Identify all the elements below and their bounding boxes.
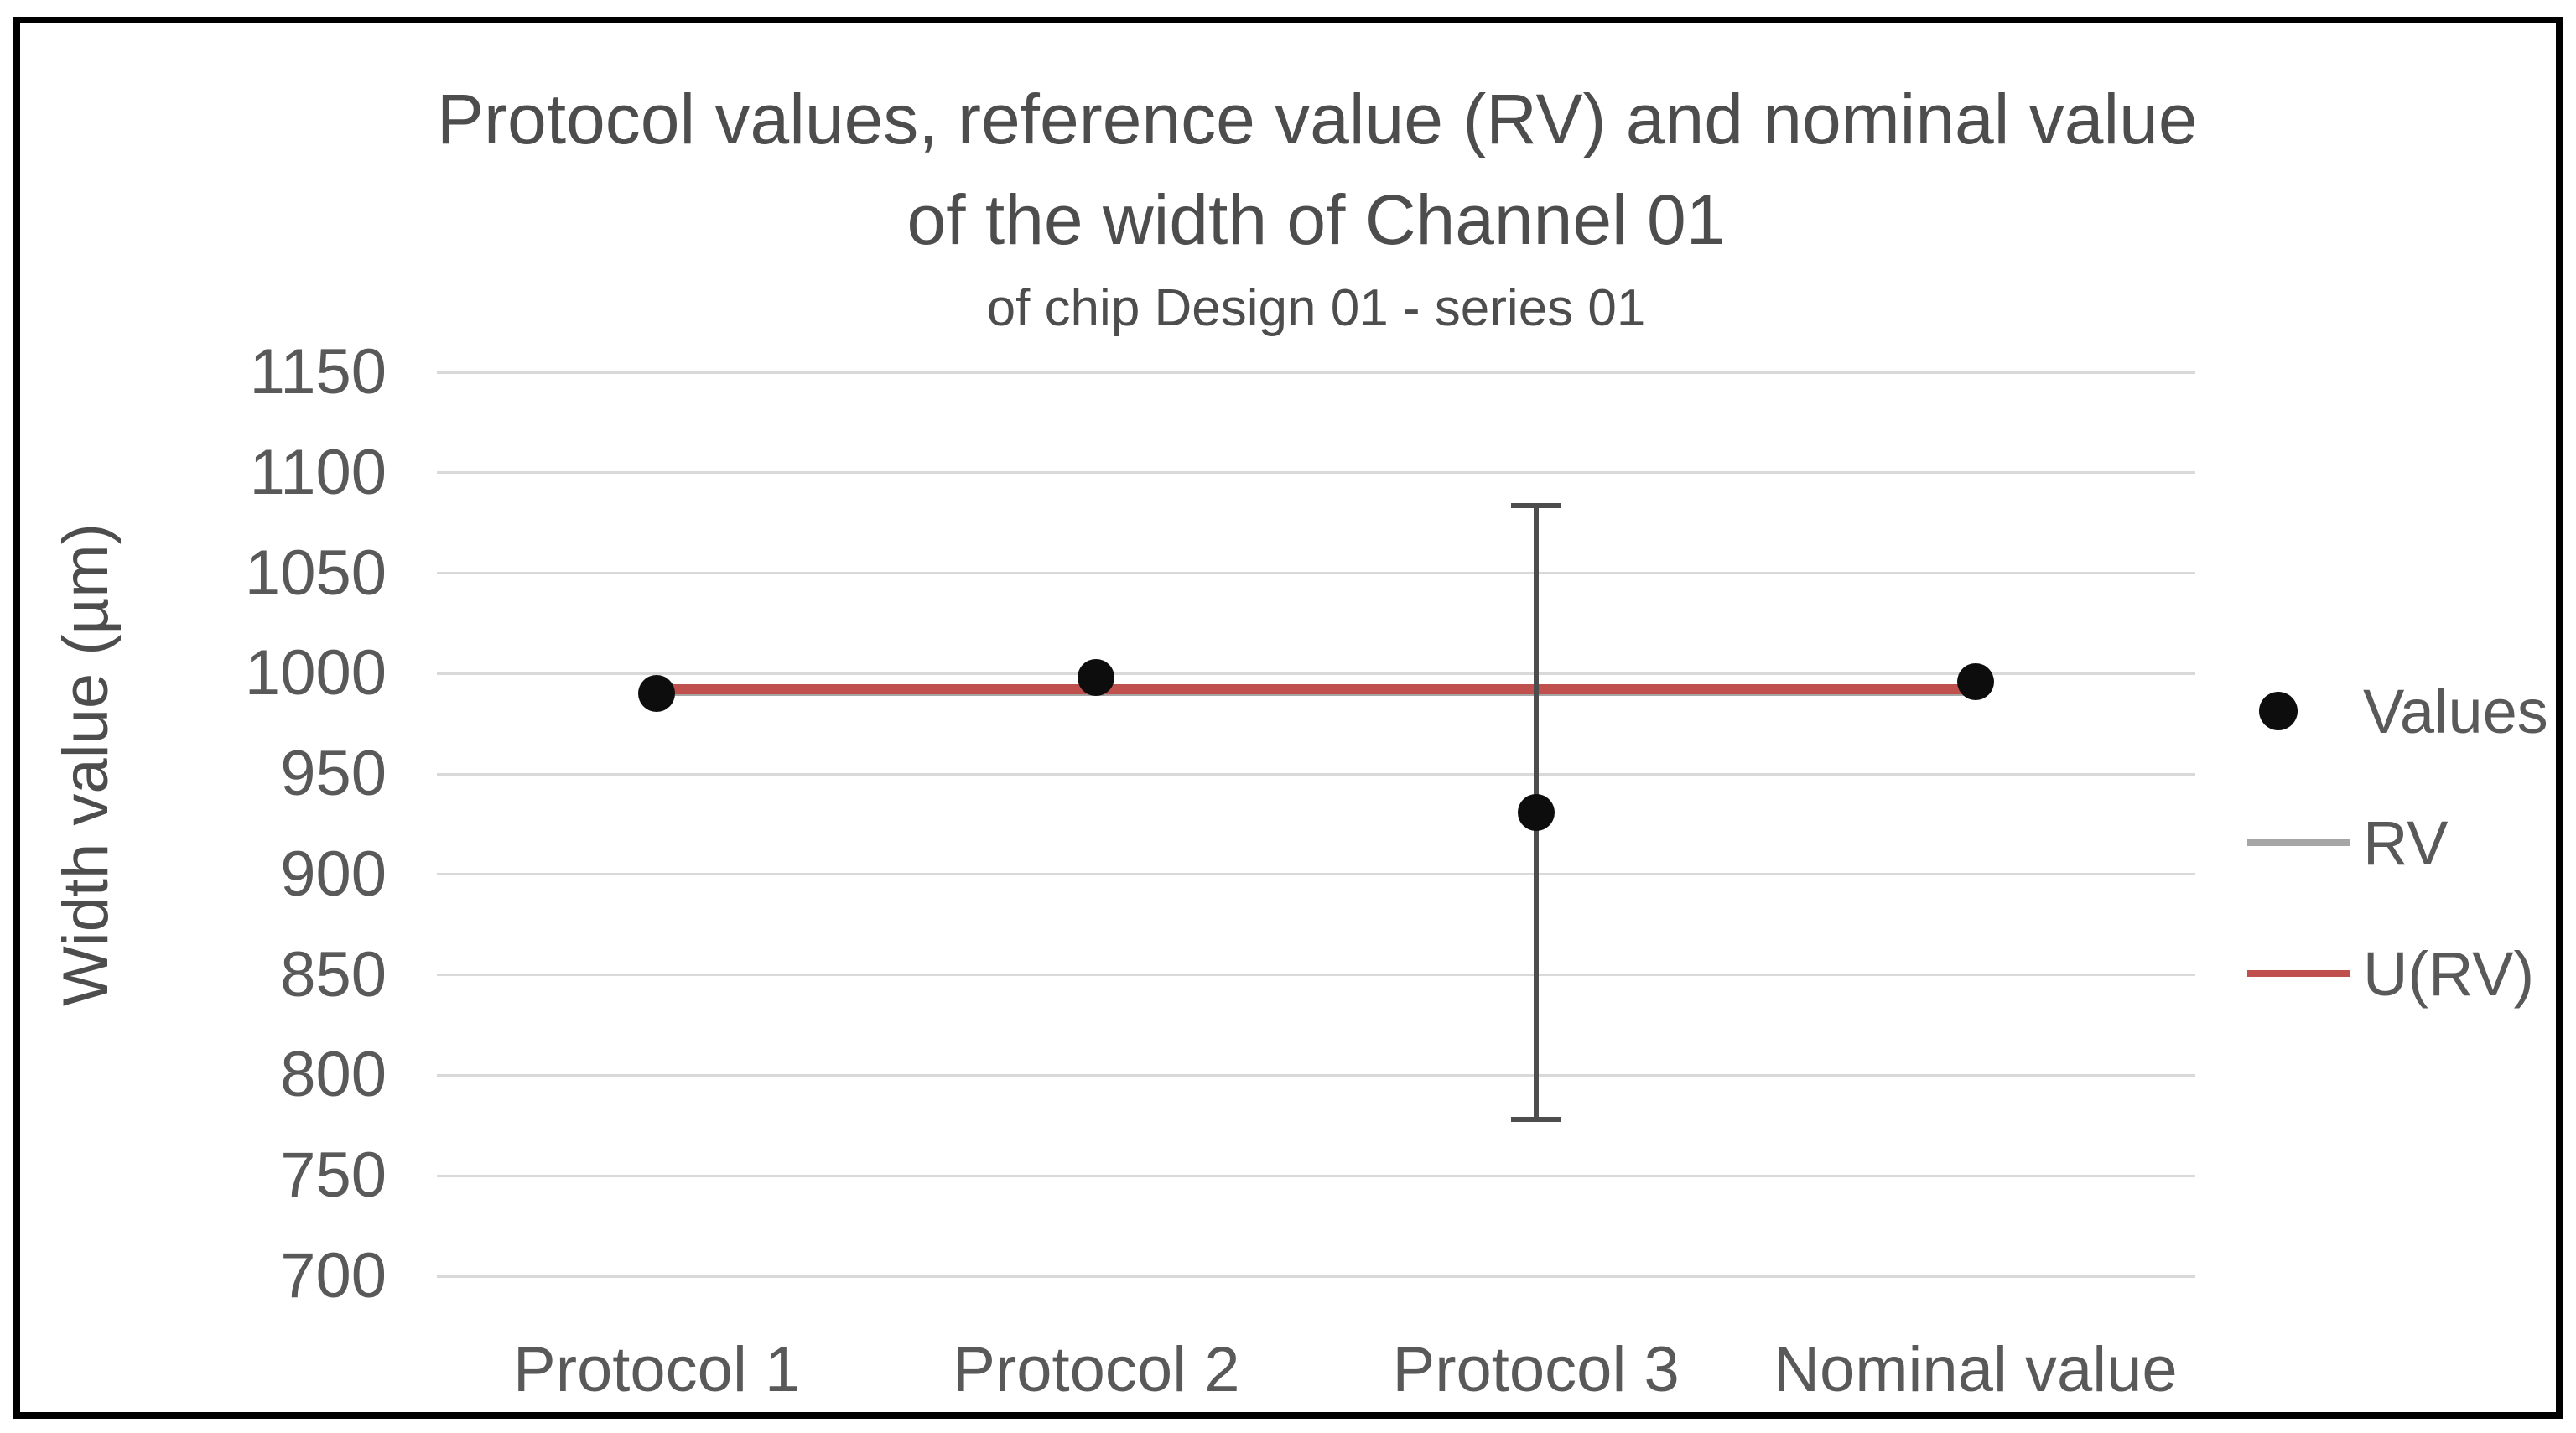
chart-title-line1: Protocol values, reference value (RV) an…: [437, 80, 2198, 158]
legend-marker-shape: [2247, 970, 2350, 977]
x-category-label: Protocol 1: [513, 1334, 801, 1405]
legend-dot-marker-icon: [2247, 676, 2355, 746]
u-rv-line: [657, 684, 1976, 695]
x-category-label: Nominal value: [1774, 1334, 2178, 1405]
y-tick-label: 900: [280, 838, 387, 910]
gridline: [437, 1073, 2195, 1077]
y-tick-label: 1100: [249, 436, 387, 508]
error-bar-cap-top: [1510, 502, 1561, 508]
legend-entry-values: Values: [2247, 676, 2548, 746]
gridline: [437, 772, 2195, 776]
chart-title-line2: of the width of Channel 01: [906, 180, 1726, 259]
chart-title-block: Protocol values, reference value (RV) an…: [437, 69, 2198, 347]
data-point-2: [1078, 659, 1115, 697]
y-tick-label: 850: [280, 938, 387, 1010]
gridline: [437, 471, 2195, 475]
x-category-label: Protocol 3: [1392, 1334, 1680, 1405]
error-bar-cap-bottom: [1510, 1116, 1561, 1122]
chart-subtitle: of chip Design 01 - series 01: [986, 279, 1646, 337]
legend-label: RV: [2363, 807, 2449, 878]
y-tick-label: 700: [280, 1240, 387, 1311]
gridline: [437, 371, 2195, 374]
y-tick-label: 1000: [244, 637, 387, 709]
legend-marker-shape: [2247, 839, 2350, 846]
y-tick-label: 950: [280, 738, 387, 810]
data-point-1: [638, 675, 676, 713]
legend-entry-rv: RV: [2247, 807, 2448, 878]
y-tick-label: 750: [280, 1140, 387, 1212]
gridline: [437, 1174, 2195, 1177]
y-tick-label: 1150: [249, 336, 387, 408]
data-point-4: [1956, 662, 1994, 700]
legend-line-marker-icon: [2247, 938, 2355, 1009]
x-category-label: Protocol 2: [953, 1334, 1240, 1405]
legend-line-marker-icon: [2247, 807, 2355, 878]
legend-marker-shape: [2259, 692, 2298, 730]
gridline: [437, 974, 2195, 977]
gridline: [437, 873, 2195, 876]
figure-border-frame: [13, 17, 2563, 1419]
y-axis-title: Width value (µm): [50, 523, 122, 1006]
gridline: [437, 1275, 2195, 1278]
y-tick-label: 800: [280, 1039, 387, 1111]
y-tick-label: 1050: [244, 537, 387, 609]
legend-label: Values: [2363, 676, 2548, 746]
gridline: [437, 572, 2195, 575]
gridline: [437, 672, 2195, 675]
data-point-3: [1517, 793, 1555, 831]
legend-label: U(RV): [2363, 938, 2535, 1009]
legend-entry-u-rv-: U(RV): [2247, 938, 2534, 1009]
